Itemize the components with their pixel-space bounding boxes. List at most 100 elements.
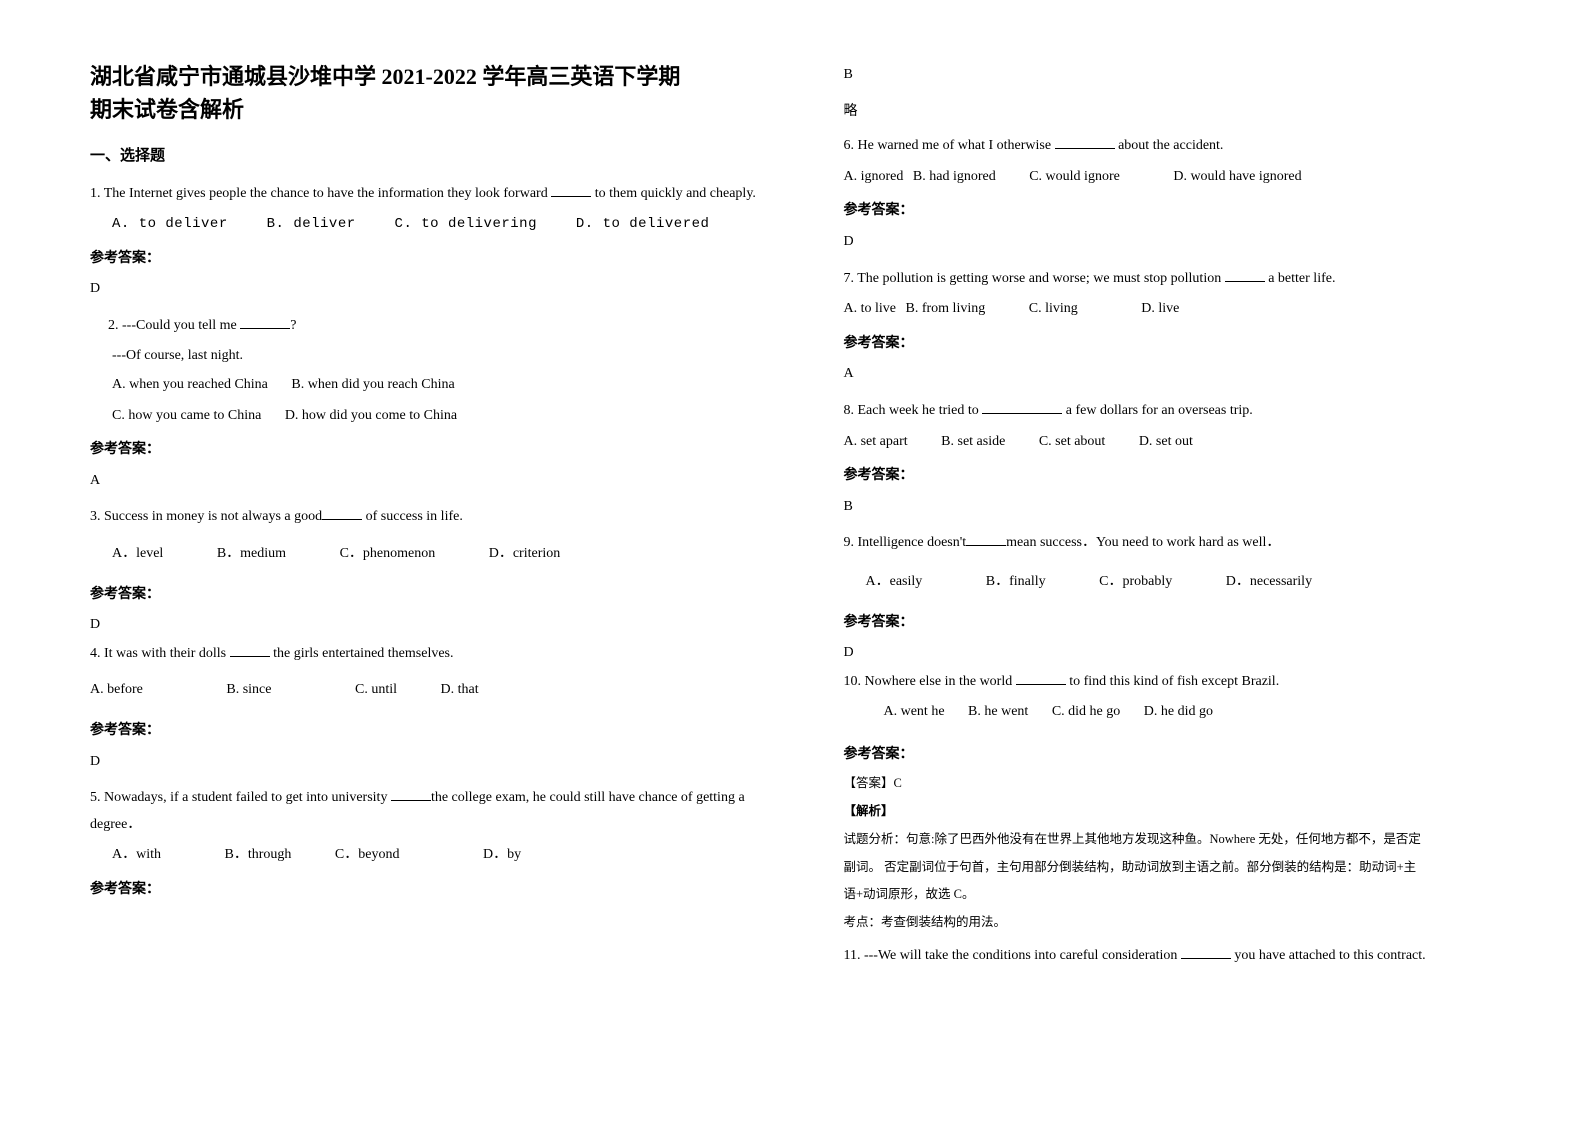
q8-optB: B. set aside (941, 429, 1005, 456)
q6-optB: B. had ignored (913, 164, 996, 191)
q1-answer: D (90, 276, 764, 303)
q5-optB: B．through (225, 842, 292, 869)
q1-options: A. to deliver B. deliver C. to deliverin… (90, 211, 764, 238)
blank (391, 788, 431, 802)
q2-line1: 2. ---Could you tell me ? (90, 313, 764, 340)
q4-optA: A. before (90, 677, 143, 704)
title-line-2: 期末试卷含解析 (90, 93, 764, 126)
q8-stem-a: 8. Each week he tried to (844, 403, 983, 418)
q7-stem-a: 7. The pollution is getting worse and wo… (844, 271, 1225, 286)
q2-options-row2: C. how you came to China D. how did you … (90, 403, 764, 430)
q2-line1-b: ? (290, 318, 296, 333)
q10-expl3: 语+动词原形，故选 C。 (844, 883, 1518, 907)
q4-optD: D. that (441, 677, 479, 704)
q8-optC: C. set about (1039, 429, 1106, 456)
blank (551, 183, 591, 197)
q7-stem: 7. The pollution is getting worse and wo… (844, 266, 1518, 293)
q6-options: A. ignored B. had ignored C. would ignor… (844, 164, 1518, 191)
q10-options: A. went he B. he went C. did he go D. he… (844, 699, 1518, 726)
q8-optD: D. set out (1139, 429, 1193, 456)
q7-stem-b: a better life. (1265, 271, 1336, 286)
q8-answer: B (844, 494, 1518, 521)
q7-optD: D. live (1141, 296, 1179, 323)
q1-stem: 1. The Internet gives people the chance … (90, 181, 764, 208)
q9-options: A．easily B．finally C．probably D．necessar… (844, 569, 1518, 596)
q3-answer: D (90, 612, 764, 639)
q10-stem-a: 10. Nowhere else in the world (844, 674, 1016, 689)
q9-answer: D (844, 640, 1518, 667)
q7-optC: C. living (1029, 296, 1078, 323)
q4-optC: C. until (355, 677, 397, 704)
q1-optD: D. to delivered (576, 211, 710, 238)
blank (1181, 945, 1231, 959)
q1-optA: A. to deliver (112, 211, 228, 238)
q10-stem-b: to find this kind of fish except Brazil. (1066, 674, 1279, 689)
q6-optA: A. ignored (844, 164, 904, 191)
q1-optB: B. deliver (267, 211, 356, 238)
q6-optC: C. would ignore (1029, 164, 1120, 191)
q4-stem-a: 4. It was with their dolls (90, 646, 230, 661)
q6-stem: 6. He warned me of what I otherwise abou… (844, 133, 1518, 160)
answer-label: 参考答案： (90, 718, 764, 745)
q5-optA: A．with (112, 842, 161, 869)
blank (230, 643, 270, 657)
q10-optB: B. he went (968, 699, 1028, 726)
q1-stem-b: to them quickly and cheaply. (591, 186, 756, 201)
q3-optC: C．phenomenon (340, 541, 436, 568)
q4-answer: D (90, 749, 764, 776)
exam-page: 湖北省咸宁市通城县沙堆中学 2021-2022 学年高三英语下学期 期末试卷含解… (0, 0, 1587, 1122)
q6-answer: D (844, 229, 1518, 256)
q9-optB: B．finally (986, 569, 1046, 596)
q7-optA: A. to live (844, 296, 897, 323)
answer-label: 参考答案： (90, 877, 764, 904)
q3-optD: D．criterion (489, 541, 561, 568)
q9-stem-a: 9. Intelligence doesn't (844, 535, 967, 550)
q4-optB: B. since (226, 677, 271, 704)
q5-optC: C．beyond (335, 842, 400, 869)
q10-ans-head: 【答案】C (844, 772, 1518, 796)
q4-options: A. before B. since C. until D. that (90, 677, 764, 704)
q2-optC: C. how you came to China (112, 403, 261, 430)
blank (322, 507, 362, 521)
left-column: 湖北省咸宁市通城县沙堆中学 2021-2022 学年高三英语下学期 期末试卷含解… (90, 60, 804, 1082)
q2-optD: D. how did you come to China (285, 403, 457, 430)
q6-stem-b: about the accident. (1115, 138, 1224, 153)
q9-stem: 9. Intelligence doesn't mean success．You … (844, 530, 1518, 557)
blank (966, 533, 1006, 547)
answer-label: 参考答案： (90, 246, 764, 273)
q4-stem: 4. It was with their dolls the girls ent… (90, 641, 764, 668)
q9-stem-b: mean success．You need to work hard as we… (1006, 535, 1280, 550)
q10-optA: A. went he (884, 699, 945, 726)
q6-stem-a: 6. He warned me of what I otherwise (844, 138, 1055, 153)
blank (1016, 671, 1066, 685)
q9-optA: A．easily (866, 569, 923, 596)
q10-stem: 10. Nowhere else in the world to find th… (844, 669, 1518, 696)
q6-optD: D. would have ignored (1173, 164, 1301, 191)
q5-answer: B (844, 62, 1518, 89)
answer-label: 参考答案： (844, 331, 1518, 358)
q3-stem-a: 3. Success in money is not always a good (90, 509, 322, 524)
q10-expl-head: 【解析】 (844, 800, 1518, 824)
q11-stem: 11. ---We will take the conditions into … (844, 943, 1518, 970)
title-line-1: 湖北省咸宁市通城县沙堆中学 2021-2022 学年高三英语下学期 (90, 60, 764, 93)
q1-optC: C. to delivering (395, 211, 537, 238)
blank (982, 400, 1062, 414)
answer-label: 参考答案： (90, 582, 764, 609)
q4-stem-b: the girls entertained themselves. (270, 646, 454, 661)
q8-stem-b: a few dollars for an overseas trip. (1062, 403, 1252, 418)
q2-optA: A. when you reached China (112, 372, 268, 399)
blank (1055, 136, 1115, 150)
q7-optB: B. from living (906, 296, 986, 323)
q3-stem: 3. Success in money is not always a good… (90, 504, 764, 531)
q10-optD: D. he did go (1144, 699, 1213, 726)
answer-label: 参考答案： (844, 198, 1518, 225)
right-column: B 略 6. He warned me of what I otherwise … (804, 60, 1518, 1082)
q7-options: A. to live B. from living C. living D. l… (844, 296, 1518, 323)
q10-optC: C. did he go (1052, 699, 1120, 726)
q10-expl4: 考点：考查倒装结构的用法。 (844, 911, 1518, 935)
answer-label: 参考答案： (844, 742, 1518, 769)
q5-optD: D．by (483, 842, 521, 869)
q11-stem-a: 11. ---We will take the conditions into … (844, 948, 1181, 963)
q10-expl1: 试题分析：句意:除了巴西外他没有在世界上其他地方发现这种鱼。Nowhere 无处… (844, 828, 1518, 852)
q5-stem: 5. Nowadays, if a student failed to get … (90, 785, 764, 838)
